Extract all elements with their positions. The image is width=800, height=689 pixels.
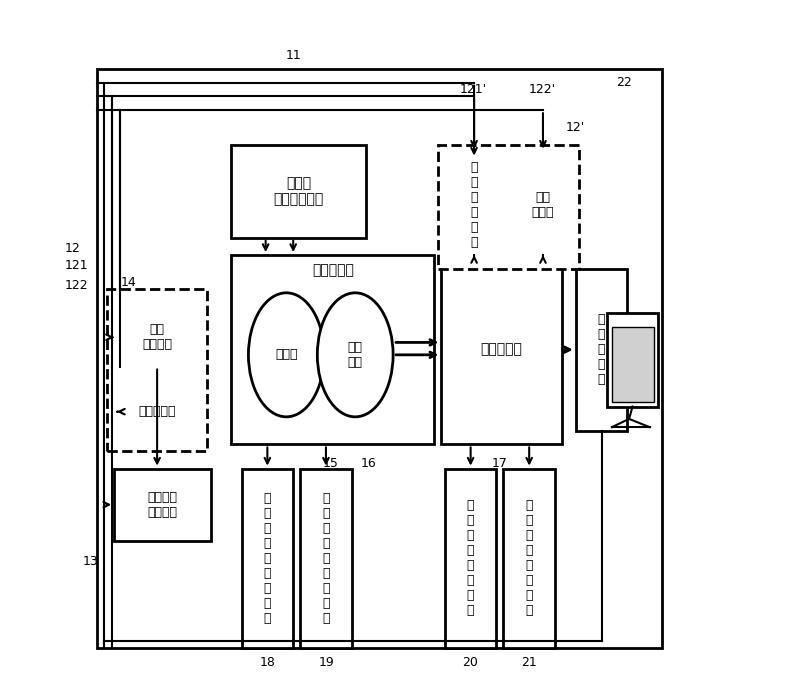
- Text: 19: 19: [318, 657, 334, 669]
- Text: 第一
真空泵组: 第一 真空泵组: [142, 323, 172, 351]
- Text: 22: 22: [616, 76, 632, 89]
- Text: 第二
真空计: 第二 真空计: [532, 191, 554, 219]
- Text: 17: 17: [492, 457, 508, 469]
- Text: 低
温
系
统
和
控
湿
装
置: 低 温 系 统 和 控 湿 装 置: [264, 491, 271, 625]
- Text: 21: 21: [521, 657, 537, 669]
- Bar: [114, 308, 200, 367]
- Bar: [606, 313, 658, 407]
- Text: 121: 121: [65, 259, 88, 271]
- Bar: [438, 145, 579, 269]
- Text: 121': 121': [460, 83, 487, 96]
- Text: 样
品
架
三
维
调
整
装
置: 样 品 架 三 维 调 整 装 置: [322, 491, 330, 625]
- Text: 13: 13: [83, 555, 99, 568]
- Text: 12: 12: [65, 242, 80, 254]
- Ellipse shape: [318, 293, 393, 417]
- Text: 14: 14: [121, 276, 137, 289]
- Bar: [300, 469, 352, 648]
- Text: 16: 16: [361, 457, 377, 469]
- Bar: [114, 469, 210, 541]
- Text: 样品架: 样品架: [275, 349, 298, 361]
- Bar: [242, 469, 294, 648]
- Text: 15: 15: [323, 457, 339, 469]
- Bar: [445, 152, 503, 258]
- Text: 控
制
计
算
机: 控 制 计 算 机: [598, 313, 606, 386]
- Bar: [611, 327, 654, 402]
- Bar: [114, 386, 200, 438]
- Bar: [97, 69, 662, 648]
- Text: 真空泄漏
安全系统: 真空泄漏 安全系统: [147, 491, 178, 519]
- Bar: [514, 152, 572, 258]
- Text: 真空样品室: 真空样品室: [312, 263, 354, 277]
- Ellipse shape: [249, 293, 324, 417]
- Text: 荧光
收集: 荧光 收集: [348, 341, 362, 369]
- Text: 稳
态
发
射
光
谱
探
测: 稳 态 发 射 光 谱 探 测: [467, 499, 474, 617]
- Bar: [445, 469, 497, 648]
- Bar: [231, 145, 366, 238]
- Bar: [107, 289, 207, 451]
- Text: 20: 20: [462, 657, 478, 669]
- Text: 12': 12': [566, 121, 585, 134]
- Text: 122: 122: [65, 280, 88, 292]
- Text: 第
二
真
空
泵
组: 第 二 真 空 泵 组: [470, 161, 478, 249]
- Bar: [231, 255, 434, 444]
- Bar: [442, 255, 562, 444]
- Text: 时
间
分
辨
光
谱
探
测: 时 间 分 辨 光 谱 探 测: [526, 499, 533, 617]
- Text: 第一真空计: 第一真空计: [138, 405, 176, 418]
- Text: 18: 18: [260, 657, 276, 669]
- Text: 11: 11: [286, 49, 301, 61]
- Text: 122': 122': [529, 83, 556, 96]
- Text: 全固态
深紫外激光器: 全固态 深紫外激光器: [274, 176, 323, 206]
- Bar: [576, 269, 627, 431]
- Bar: [503, 469, 555, 648]
- Text: 真空单色仪: 真空单色仪: [481, 342, 522, 357]
